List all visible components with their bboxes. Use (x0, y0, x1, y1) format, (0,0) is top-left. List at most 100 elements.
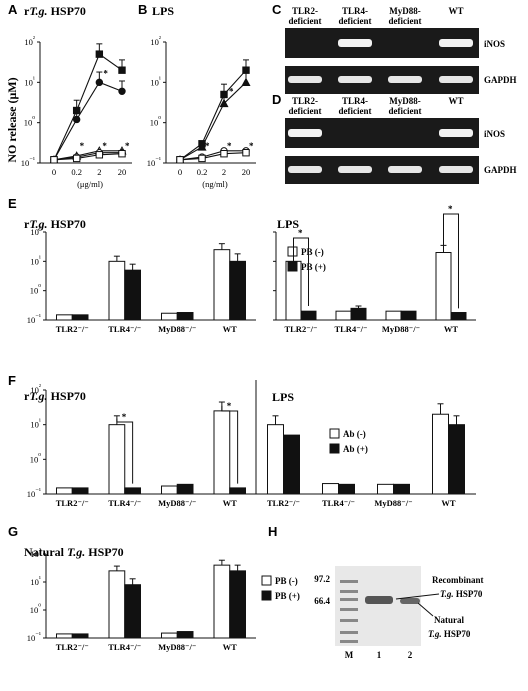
x-tick-label: 20 (118, 167, 127, 177)
chart-title-a: rT.g. HSP70 (24, 4, 86, 18)
y-tick-label: 10⁰ (150, 116, 162, 128)
y-tick-label: 10⁻¹ (21, 156, 35, 168)
bar (176, 631, 194, 639)
bar (450, 312, 467, 321)
legend-label: PB (-) (275, 576, 298, 586)
line-chart-a: 10⁻¹ 10⁰ 10¹ 10² 0 0.2 2 20 (μg/ml) * * * * (21, 35, 132, 189)
legend-label: PB (+) (301, 262, 326, 272)
lane-label: deficient (289, 16, 322, 26)
significance-star: * (205, 141, 210, 151)
chart-title-e-right: LPS (277, 217, 299, 231)
bar (71, 487, 89, 495)
x-tick-label: WT (223, 498, 238, 508)
legend-swatch (329, 428, 340, 439)
panel-letter-f: F (8, 373, 16, 388)
significance-star: * (122, 412, 127, 422)
y-tick-label: 10⁰ (30, 452, 42, 464)
significance-star: * (448, 204, 453, 214)
y-tick-label: 10¹ (24, 75, 35, 87)
data-point (72, 154, 81, 163)
y-tick-label: 10⁻¹ (27, 313, 41, 325)
band-inos (439, 129, 473, 137)
y-tick-label: 10⁰ (30, 603, 42, 615)
y-tick-label: 10¹ (150, 75, 161, 87)
chart-title-g: Natural T.g. HSP70 (24, 545, 124, 559)
bar (300, 310, 317, 321)
significance-bracket (443, 213, 459, 309)
bar (385, 310, 402, 321)
significance-star: * (102, 141, 107, 151)
x-tick-label: MyD88⁻/⁻ (158, 324, 196, 334)
band-gapdh (338, 76, 372, 83)
panel-letter-d: D (272, 92, 281, 107)
panel-letter-e: E (8, 196, 17, 211)
series-line (53, 81, 123, 161)
band-natural (400, 598, 420, 604)
series-line (53, 152, 122, 161)
x-tick-label: 2 (97, 167, 101, 177)
series-line (179, 69, 247, 161)
y-tick-label: 10² (30, 547, 41, 559)
bar (229, 260, 246, 321)
x-tick-label: 0.2 (71, 167, 82, 177)
y-tick-label: 10² (30, 383, 41, 395)
x-tick-label: MyD88⁻/⁻ (158, 498, 196, 508)
bar (229, 487, 246, 495)
marker-label: 66.4 (314, 596, 330, 606)
lane-label: WT (448, 6, 463, 16)
lane-number: M (345, 650, 354, 660)
bar (71, 314, 89, 321)
significance-star: * (227, 401, 232, 411)
bar (56, 487, 73, 495)
y-tick-label: 10² (30, 225, 41, 237)
marker-band (340, 580, 358, 583)
significance-bracket (116, 418, 134, 484)
series-line (53, 150, 122, 161)
x-tick-label: WT (223, 642, 238, 652)
data-point (220, 150, 228, 158)
data-point (242, 149, 250, 157)
band-label-gapdh: GAPDH (484, 165, 517, 175)
bar (161, 632, 178, 639)
band-gapdh (288, 76, 322, 83)
chart-title-f-left: rT.g. HSP70 (24, 389, 86, 403)
panel-letter-c: C (272, 2, 282, 17)
bar-chart-g: 10⁻¹ 10⁰ 10¹ 10² TLR2⁻/⁻ TLR4⁻/⁻ MyD88⁻/⁻ WT PB … (27, 547, 300, 652)
lane-label: deficient (339, 106, 372, 116)
y-tick-label: 10² (150, 35, 161, 47)
lane-label: WT (448, 96, 463, 106)
x-tick-label: TLR4⁻/⁻ (322, 498, 355, 508)
bar (322, 483, 339, 495)
bar (393, 483, 410, 495)
data-point (95, 78, 104, 87)
gel-d: TLR2-deficientTLR4-deficientMyD88-defici… (285, 96, 517, 184)
bar (108, 570, 126, 639)
lane-label: TLR4- (342, 96, 368, 106)
data-point (198, 154, 206, 163)
x-tick-label: WT (444, 324, 459, 334)
bar (400, 310, 417, 321)
legend-label: Ab (+) (343, 444, 368, 454)
marker-band (340, 598, 358, 601)
bar (124, 584, 141, 639)
panel-letter-a: A (8, 2, 18, 17)
x-tick-label: TLR2⁻/⁻ (267, 498, 300, 508)
legend-label: PB (+) (275, 591, 300, 601)
band-inos (439, 39, 473, 47)
bar (176, 312, 194, 321)
x-tick-label: TLR4⁻/⁻ (108, 324, 141, 334)
data-point (95, 151, 104, 159)
line-chart-b: 10⁻¹ 10⁰ 10¹ 10² 0 0.2 2 20 (ng/ml) * * * * (147, 35, 256, 189)
x-axis-label: (ng/ml) (202, 179, 228, 189)
label-natural: Natural (434, 615, 464, 625)
data-point (118, 150, 126, 158)
chart-title-b: LPS (152, 4, 174, 18)
lane-label: deficient (339, 16, 372, 26)
x-tick-label: TLR4⁻/⁻ (334, 324, 367, 334)
panel-letter-b: B (138, 2, 147, 17)
x-tick-label: TLR2⁻/⁻ (56, 642, 89, 652)
lane-label: deficient (289, 106, 322, 116)
bar (338, 483, 355, 495)
bar (108, 260, 126, 321)
data-point (219, 98, 229, 108)
